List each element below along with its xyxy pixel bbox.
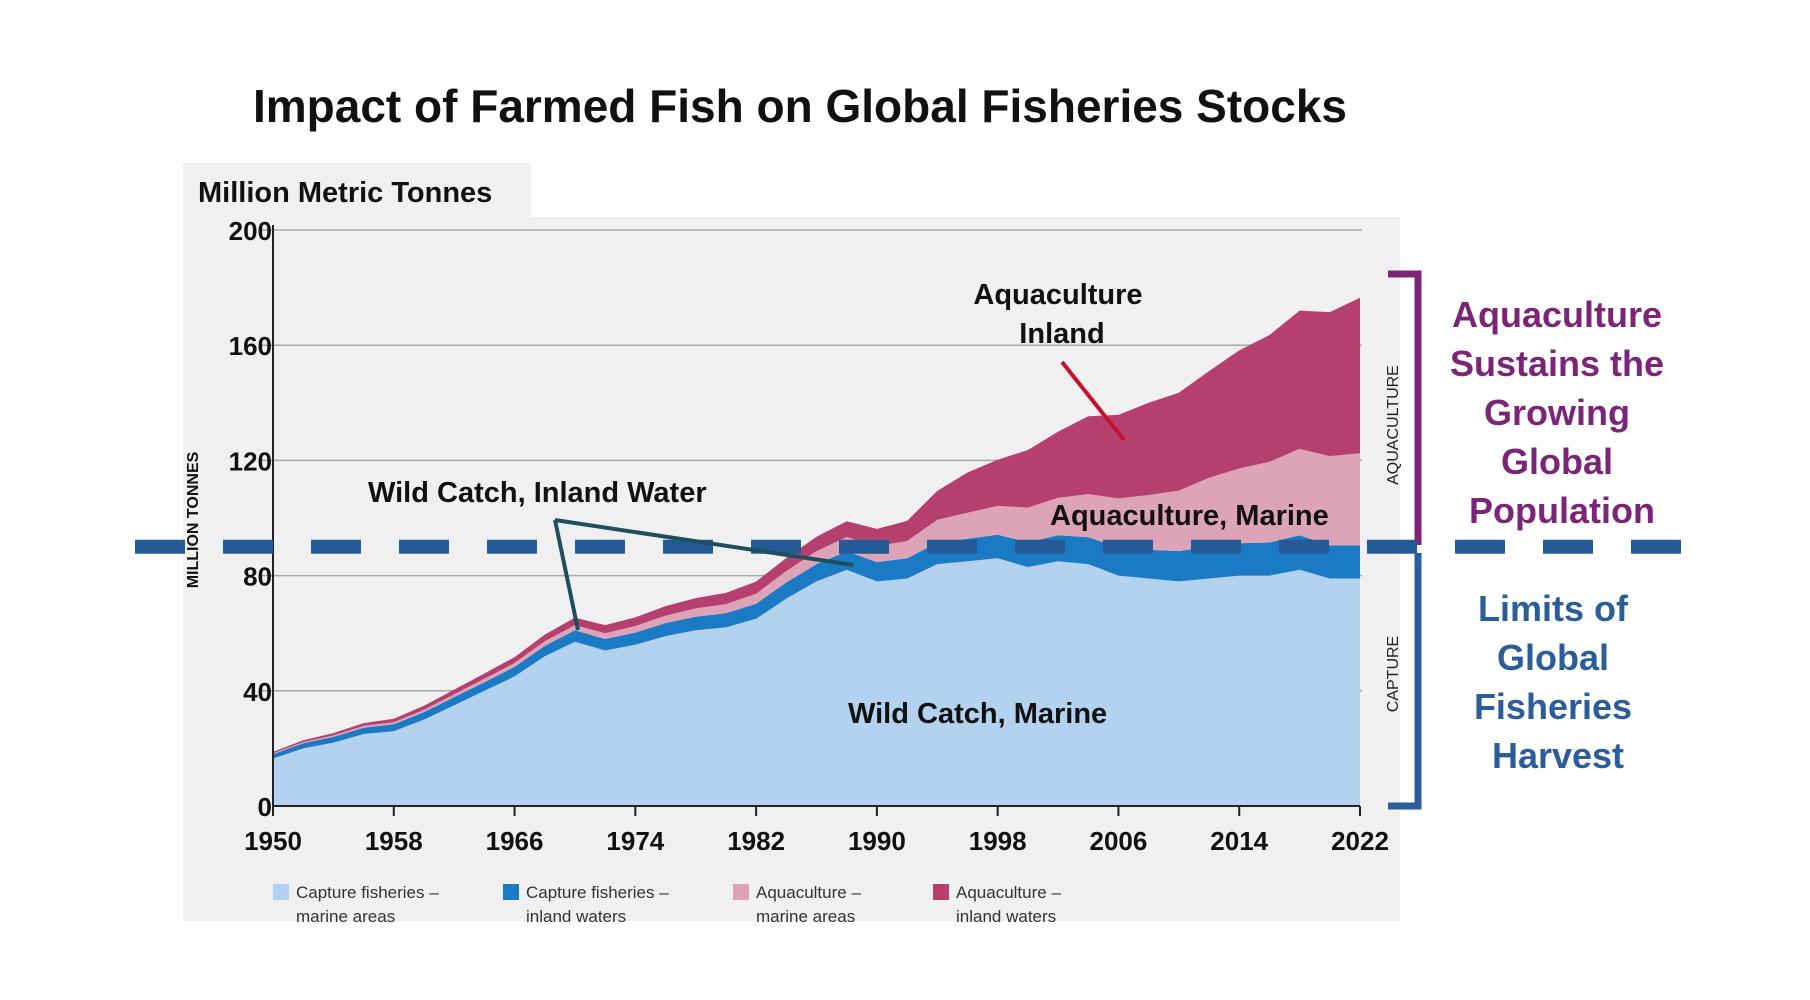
x-tick-label: 2014: [1210, 826, 1268, 856]
legend-label: marine areas: [756, 907, 855, 926]
legend-label: inland waters: [956, 907, 1056, 926]
y-tick-label: 200: [229, 216, 272, 246]
wild-inland-pointer: [553, 518, 854, 631]
chart-title: Impact of Farmed Fish on Global Fisherie…: [253, 80, 1347, 132]
y-tick-label: 80: [243, 562, 272, 592]
annotation-aquaculture-marine: Aquaculture, Marine: [1050, 500, 1329, 532]
annotation-wild-marine: Wild Catch, Marine: [848, 698, 1107, 730]
legend-label: Capture fisheries –: [526, 883, 669, 902]
aquaculture-inland-pointer: [1060, 360, 1126, 442]
y-tick-label: 40: [243, 677, 272, 707]
x-tick-label: 1990: [848, 826, 906, 856]
aquaculture-bracket: [1388, 270, 1422, 545]
stacked-areas: [273, 297, 1360, 806]
x-tick-label: 2022: [1331, 826, 1389, 856]
x-tick-label: 2006: [1090, 826, 1148, 856]
area-series-1: [273, 558, 1360, 806]
legend-label: Aquaculture –: [756, 883, 861, 902]
x-tick-label: 1950: [244, 826, 302, 856]
y-axis-label: MILLION TONNES: [185, 451, 202, 588]
capture-limits-label: Limits of Global Fisheries Harvest: [1474, 588, 1642, 776]
y-tick-label: 120: [229, 446, 272, 476]
area-series-2: [273, 534, 1360, 759]
legend-label: marine areas: [296, 907, 395, 926]
area-series-3: [273, 448, 1360, 755]
aquaculture-sustains-label: Aquaculture Sustains the Growing Global …: [1450, 294, 1674, 531]
units-label: Million Metric Tonnes: [198, 177, 492, 209]
y-tick-label: 0: [258, 792, 272, 822]
area-series-4: [273, 297, 1360, 754]
legend-swatch: [933, 884, 949, 900]
y-tick-labels: 0 40 80 120 160 200: [229, 216, 272, 822]
x-tick-label: 1958: [365, 826, 423, 856]
legend-label: Capture fisheries –: [296, 883, 439, 902]
x-tick-labels: 1950 1958 1966 1974 1982 1990 1998 2006 2014 2022: [244, 806, 1389, 856]
aquaculture-tag: AQUACULTURE: [1385, 365, 1402, 485]
y-tick-label: 160: [229, 331, 272, 361]
x-tick-label: 1982: [727, 826, 785, 856]
annotation-aquaculture-inland: Aquaculture Inland: [973, 279, 1150, 350]
units-box: [183, 163, 531, 218]
legend-swatch: [503, 884, 519, 900]
x-tick-label: 1974: [606, 826, 664, 856]
legend-swatch: [273, 884, 289, 900]
capture-tag: CAPTURE: [1385, 636, 1402, 712]
x-tick-label: 1998: [969, 826, 1027, 856]
x-tick-label: 1966: [486, 826, 544, 856]
legend: Capture fisheries – marine areas Capture f…: [273, 883, 1061, 926]
capture-bracket: [1388, 553, 1422, 810]
annotation-wild-inland: Wild Catch, Inland Water: [368, 477, 707, 509]
legend-label: Aquaculture –: [956, 883, 1061, 902]
legend-label: inland waters: [526, 907, 626, 926]
legend-swatch: [733, 884, 749, 900]
